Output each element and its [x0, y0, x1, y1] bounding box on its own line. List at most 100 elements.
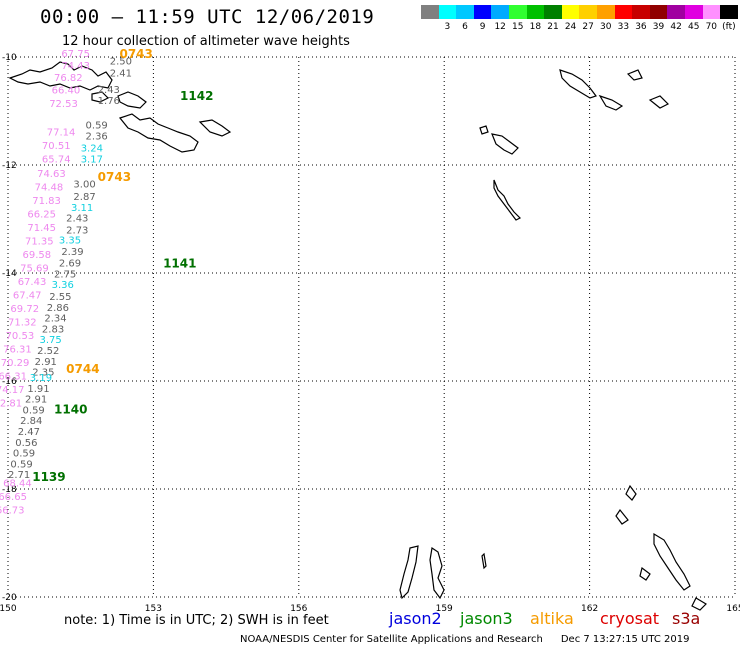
wave-height-label: 71.35 [25, 236, 54, 247]
coastline-vanuatu-d [639, 566, 651, 581]
lon-tick-label: 153 [145, 604, 162, 614]
coastline-solomons-c [626, 69, 643, 81]
wave-height-label: 71.32 [8, 317, 37, 328]
legend-label: 36 [635, 22, 647, 32]
wave-height-label: 72.53 [49, 99, 78, 110]
wave-height-label: 0.59 [10, 459, 32, 470]
coastline-solomons-a [559, 69, 597, 99]
wave-height-label: 2.75 [54, 269, 76, 280]
lat-tick-label: -20 [2, 593, 17, 603]
legend-swatch [579, 5, 597, 19]
legend-bin: 12 [491, 5, 509, 32]
wave-height-label: 2.87 [73, 192, 95, 203]
legend-bin: (ft) [720, 5, 738, 32]
wave-height-label: 66.31 [0, 371, 27, 382]
lon-tick-label: 162 [581, 604, 598, 614]
wave-height-label: 76.82 [54, 73, 83, 84]
wave-height-label: 3.24 [81, 144, 103, 155]
lon-tick-label: 150 [0, 604, 17, 614]
legend-label: 12 [494, 22, 506, 32]
legend-label: 18 [529, 22, 542, 32]
legend-label: 3 [444, 22, 451, 32]
wave-height-label: 67.43 [18, 277, 47, 288]
wave-height-label: 70.53 [6, 331, 35, 342]
wave-height-label: 2.83 [42, 324, 64, 335]
pass-time-label: 0743 [119, 47, 152, 61]
wave-height-label: 77.14 [47, 127, 76, 138]
legend-bin: 70 [702, 5, 721, 32]
pass-time-label: 1140 [54, 402, 87, 416]
color-legend: 3 6 9 12 15 18 21 24 27 30 33 36 39 42 45 70 (ft) [421, 5, 738, 32]
satellite-s3a: s3a [672, 609, 701, 628]
wave-height-label: 66.40 [52, 86, 81, 97]
legend-bin: 39 [649, 5, 668, 32]
wave-height-label: 69.58 [23, 250, 52, 261]
wave-height-label: 72.81 [0, 398, 22, 409]
coastline-vanuatu-e [691, 597, 707, 611]
wave-height-label: 2.73 [66, 226, 88, 237]
wave-height-label: 66.73 [0, 505, 25, 516]
wave-height-label: 68.44 [3, 478, 32, 489]
legend-bin: 36 [632, 5, 650, 32]
wave-height-label: 69.72 [10, 304, 39, 315]
satellite-altika: altika [530, 609, 574, 628]
coastlines [8, 61, 707, 611]
legend-label: 45 [687, 22, 700, 32]
lat-tick-label: -12 [2, 161, 17, 171]
coastline-island-b [117, 91, 147, 109]
wave-height-label: 74.43 [61, 61, 90, 72]
legend-bin: 33 [614, 5, 633, 32]
coastline-reef-c [429, 546, 445, 600]
legend-bin: 24 [561, 5, 580, 32]
wave-height-label: 3.11 [71, 203, 93, 214]
wave-height-label: 3.00 [73, 180, 95, 191]
timestamp-text: Dec 7 13:27:15 UTC 2019 [560, 634, 690, 645]
wave-height-label: 0.59 [13, 449, 35, 460]
wave-height-label: 75.69 [20, 263, 49, 274]
pass-times: 0743 1142 0743 1141 0744 1140 1139 [32, 47, 213, 484]
coastline-papua-new-guinea [8, 61, 113, 91]
coastline-vanuatu-b [615, 508, 629, 525]
wave-height-label: 2.41 [110, 68, 132, 79]
legend-label: 27 [582, 22, 594, 32]
legend-label: 30 [600, 22, 612, 32]
wave-height-label: 2.52 [37, 346, 59, 357]
map-title: 00:00 – 11:59 UTC 12/06/2019 [40, 6, 375, 28]
lat-tick-label: -16 [2, 377, 17, 387]
legend-swatch [561, 5, 580, 19]
legend-swatch [596, 5, 615, 19]
wave-height-label: 67.75 [61, 49, 90, 60]
wave-height-label: 67.47 [13, 290, 42, 301]
wave-height-label: 71.45 [27, 223, 56, 234]
legend-label: 39 [652, 22, 665, 32]
lat-tick-label: -18 [2, 485, 17, 495]
legend-swatch [667, 5, 685, 19]
legend-swatch [649, 5, 668, 19]
legend-label: 15 [512, 22, 524, 32]
satellite-jason2: jason2 [389, 609, 442, 628]
wave-height-label: 74.63 [37, 169, 66, 180]
wave-height-label: 2.71 [8, 470, 30, 481]
wave-height-label: 70.51 [42, 141, 71, 152]
legend-swatch [614, 5, 633, 19]
pass-time-label: 0744 [66, 362, 99, 376]
lat-tick-label: -10 [2, 53, 17, 63]
legend-swatch [456, 5, 474, 19]
legend-label: 42 [670, 22, 682, 32]
legend-bin: 6 [456, 5, 474, 32]
footer: NOAA/NESDIS Center for Satellite Applica… [240, 634, 689, 645]
map-subtitle: 12 hour collection of altimeter wave hei… [62, 34, 350, 49]
legend-bin: 30 [596, 5, 615, 32]
wave-height-label: 3.36 [52, 280, 74, 291]
axis-labels: 150 153 156 159 162 165 -10 -12 -14 -16 -18 -20 [0, 53, 740, 614]
lon-tick-label: 156 [290, 604, 307, 614]
grid-lines [7, 56, 736, 598]
wave-height-label: 3.19 [30, 373, 52, 384]
wave-height-label: 2.91 [25, 395, 47, 406]
wave-height-label: 70.29 [1, 358, 30, 369]
wave-height-label: 2.50 [110, 57, 132, 68]
coastline-island-a [91, 91, 110, 103]
wave-height-label: 65.74 [42, 154, 71, 165]
legend-bin: 27 [579, 5, 597, 32]
